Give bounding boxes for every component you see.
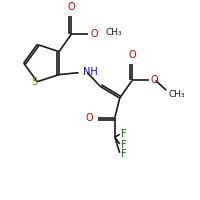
Text: O: O (128, 50, 136, 60)
Text: O: O (151, 75, 158, 85)
Text: F: F (121, 129, 126, 139)
Text: CH₃: CH₃ (168, 90, 185, 99)
Text: F: F (121, 149, 126, 159)
Text: F: F (121, 140, 126, 150)
Text: NH: NH (83, 67, 97, 77)
Text: S: S (31, 77, 37, 87)
Text: O: O (86, 113, 93, 123)
Text: O: O (90, 29, 98, 39)
Text: O: O (68, 2, 75, 12)
Text: CH₃: CH₃ (106, 28, 122, 37)
